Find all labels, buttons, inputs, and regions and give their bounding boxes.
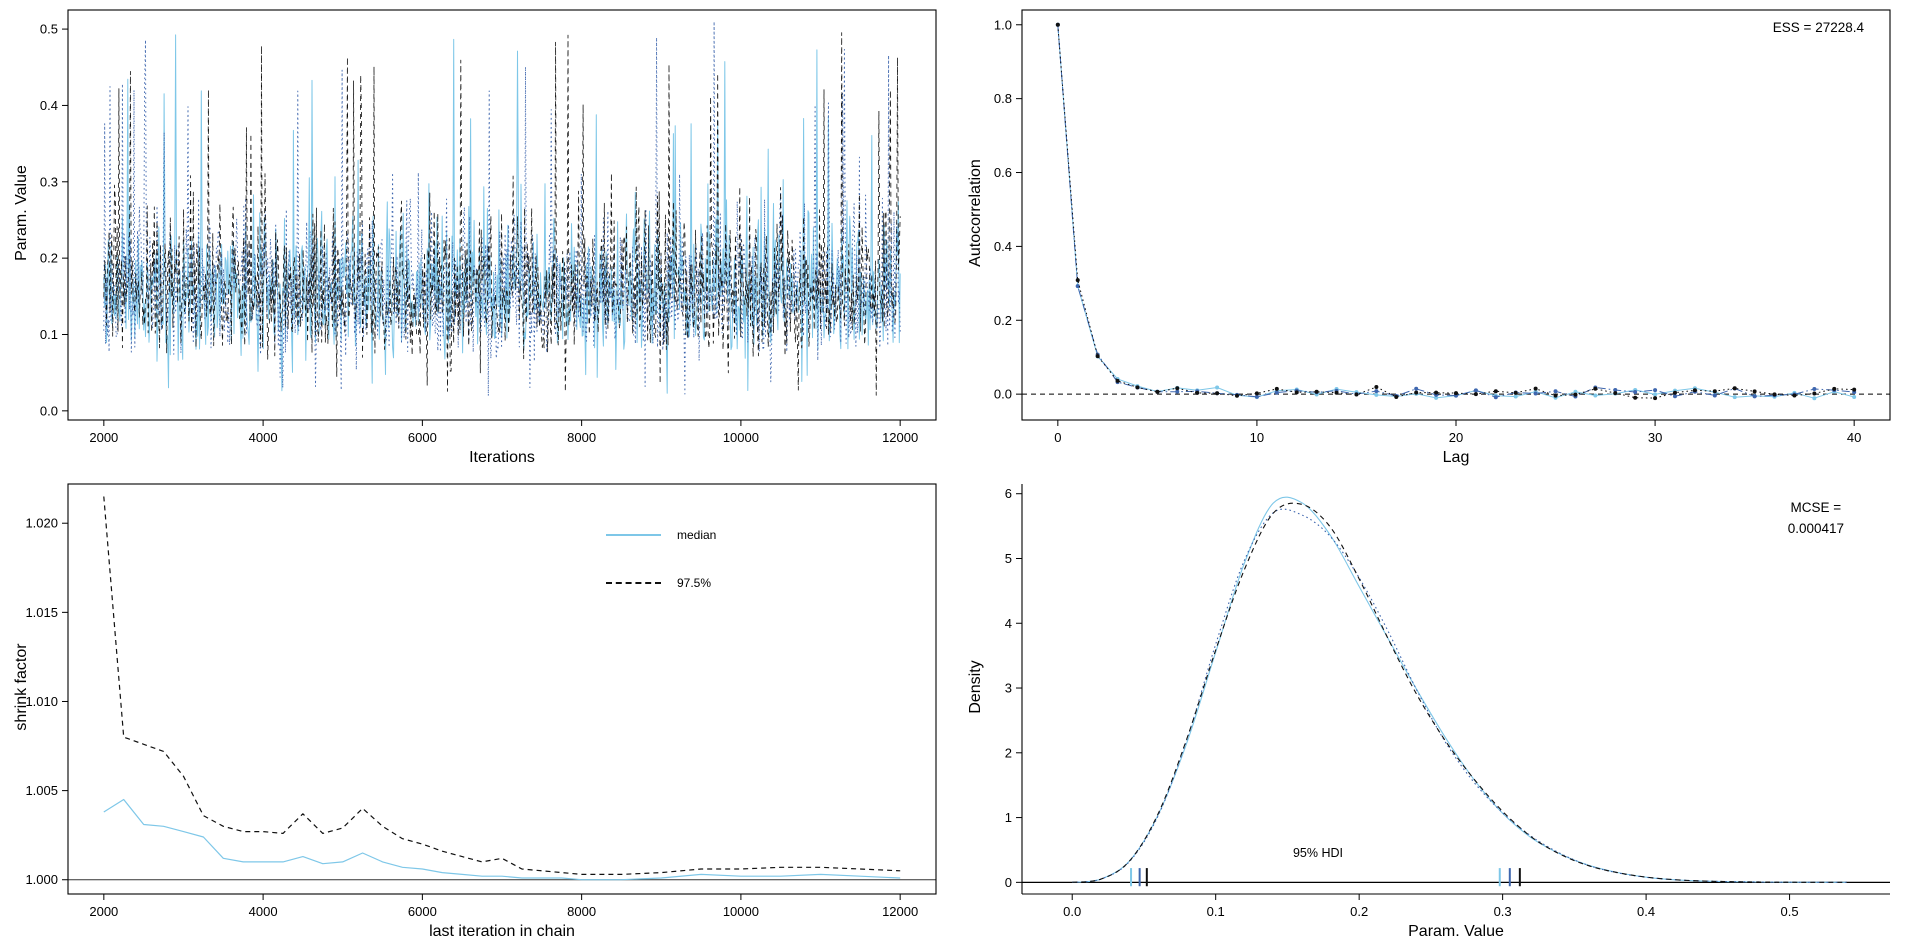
svg-text:1.020: 1.020 (25, 516, 58, 531)
density-x-axis-label: Param. Value (1408, 923, 1504, 940)
percentile-line-sample (606, 582, 661, 584)
acf-x-axis-label: Lag (1442, 449, 1470, 466)
svg-text:6000: 6000 (408, 904, 437, 919)
svg-text:0: 0 (1054, 430, 1061, 445)
svg-text:10: 10 (1250, 430, 1264, 445)
svg-text:1.005: 1.005 (25, 783, 58, 798)
mcse-annotation: MCSE = 0.000417 (1788, 498, 1844, 540)
mcse-annotation-line1: MCSE = (1790, 500, 1842, 515)
trace-plot-panel: 2000 4000 6000 8000 10000 12000 0.0 0.1 0.2 0.3 0.… (0, 0, 954, 474)
svg-text:0.2: 0.2 (40, 251, 58, 266)
svg-text:2000: 2000 (89, 430, 118, 445)
svg-text:30: 30 (1648, 430, 1662, 445)
svg-text:1: 1 (1005, 810, 1012, 825)
svg-text:0.1: 0.1 (40, 327, 58, 342)
acf-y-axis-label: Autocorrelation (967, 159, 984, 267)
trace-plot-svg: 2000 4000 6000 8000 10000 12000 0.0 0.1 0.2 0.3 0.… (40, 9, 937, 445)
hdi-label: 95% HDI (1292, 846, 1344, 860)
svg-text:10000: 10000 (723, 904, 759, 919)
density-plot-panel: 0.0 0.1 0.2 0.3 0.4 0.5 0 1 2 3 4 5 6 Density Param.… (954, 474, 1908, 948)
svg-text:20: 20 (1449, 430, 1463, 445)
svg-text:0.3: 0.3 (1494, 904, 1512, 919)
svg-text:0.2: 0.2 (1350, 904, 1368, 919)
svg-text:0.5: 0.5 (40, 22, 58, 37)
median-line-sample (606, 534, 661, 536)
svg-text:8000: 8000 (567, 430, 596, 445)
gelman-x-axis-label: last iteration in chain (429, 923, 575, 940)
gelman-plot-svg: 2000 4000 6000 8000 10000 12000 1.000 1.005 1.01… (25, 483, 937, 919)
trace-x-axis-label: Iterations (469, 449, 535, 466)
svg-text:0.0: 0.0 (40, 403, 58, 418)
svg-text:0.4: 0.4 (40, 98, 58, 113)
svg-text:5: 5 (1005, 551, 1012, 566)
autocorrelation-svg: 0 10 20 30 40 0.0 0.2 0.4 0.6 0.8 1.0 (994, 9, 1891, 445)
gelman-legend: median 97.5% (606, 528, 716, 590)
svg-text:0: 0 (1005, 875, 1012, 890)
svg-text:3: 3 (1005, 681, 1012, 696)
svg-text:1.000: 1.000 (25, 872, 58, 887)
svg-text:4000: 4000 (249, 904, 278, 919)
svg-text:10000: 10000 (723, 430, 759, 445)
autocorrelation-panel: 0 10 20 30 40 0.0 0.2 0.4 0.6 0.8 1.0 Autocorrelat… (954, 0, 1908, 474)
legend-label-975: 97.5% (677, 576, 712, 590)
density-plot-svg: 0.0 0.1 0.2 0.3 0.4 0.5 0 1 2 3 4 5 6 (1005, 484, 1890, 919)
svg-text:8000: 8000 (567, 904, 596, 919)
svg-text:0.0: 0.0 (994, 387, 1012, 402)
svg-text:0.4: 0.4 (1637, 904, 1655, 919)
svg-text:2000: 2000 (89, 904, 118, 919)
svg-text:0.2: 0.2 (994, 313, 1012, 328)
density-y-axis-label: Density (967, 660, 984, 714)
legend-label-median: median (677, 528, 717, 542)
legend-item-median: median (606, 528, 716, 542)
svg-text:0.1: 0.1 (1207, 904, 1225, 919)
trace-y-axis-label: Param. Value (13, 165, 30, 261)
svg-text:1.010: 1.010 (25, 694, 58, 709)
svg-text:1.015: 1.015 (25, 605, 58, 620)
svg-text:0.5: 0.5 (1781, 904, 1799, 919)
svg-text:12000: 12000 (882, 904, 918, 919)
svg-text:0.3: 0.3 (40, 174, 58, 189)
legend-item-975: 97.5% (606, 576, 716, 590)
svg-text:6000: 6000 (408, 430, 437, 445)
gelman-plot-panel: 2000 4000 6000 8000 10000 12000 1.000 1.005 1.01… (0, 474, 954, 948)
svg-text:0.6: 0.6 (994, 165, 1012, 180)
svg-text:0.8: 0.8 (994, 91, 1012, 106)
ess-annotation: ESS = 27228.4 (1772, 20, 1864, 35)
svg-text:6: 6 (1005, 486, 1012, 501)
gelman-y-axis-label: shrink factor (13, 643, 30, 731)
svg-text:0.4: 0.4 (994, 239, 1012, 254)
svg-text:2: 2 (1005, 745, 1012, 760)
svg-text:4: 4 (1005, 616, 1012, 631)
mcse-annotation-line2: 0.000417 (1787, 520, 1844, 536)
svg-text:40: 40 (1847, 430, 1861, 445)
svg-text:12000: 12000 (882, 430, 918, 445)
svg-text:1.0: 1.0 (994, 17, 1012, 32)
svg-text:4000: 4000 (249, 430, 278, 445)
svg-text:0.0: 0.0 (1063, 904, 1081, 919)
